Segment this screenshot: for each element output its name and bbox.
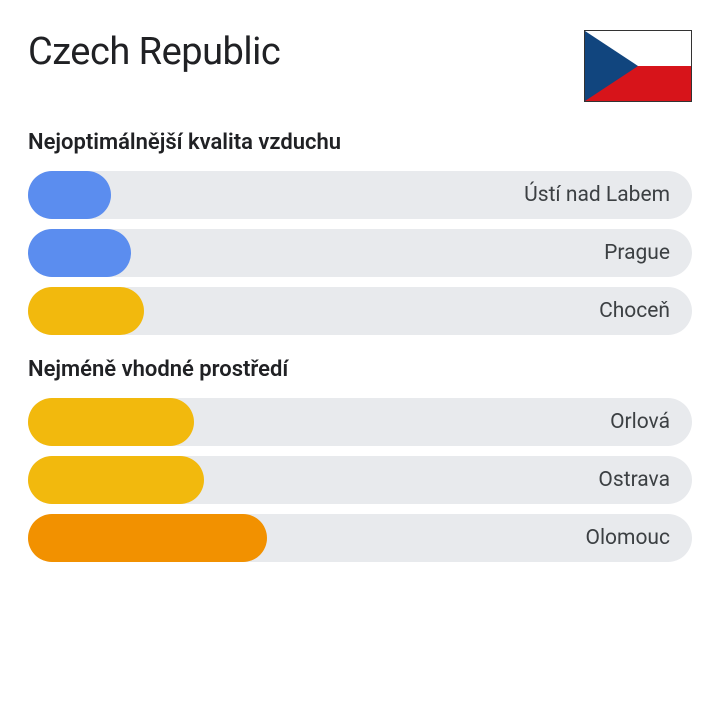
bar-label: Olomouc: [586, 526, 671, 550]
section-title: Nejoptimálnější kvalita vzduchu: [28, 130, 692, 155]
page-title: Czech Republic: [28, 30, 280, 74]
bar-label: Orlová: [610, 410, 670, 434]
bar-fill: [28, 229, 131, 277]
bar-row: Olomouc: [28, 514, 692, 562]
bar-label: Ostrava: [598, 468, 670, 492]
section-title: Nejméně vhodné prostředí: [28, 357, 692, 382]
bar-row: Prague: [28, 229, 692, 277]
bar-fill: [28, 171, 111, 219]
bar-fill: [28, 514, 267, 562]
section: Nejméně vhodné prostředí Orlová Ostrava Olo…: [28, 357, 692, 562]
bar-label: Choceň: [599, 299, 670, 323]
section: Nejoptimálnější kvalita vzduchu Ústí nad …: [28, 130, 692, 335]
bar-row: Ústí nad Labem: [28, 171, 692, 219]
bar-label: Ústí nad Labem: [524, 183, 670, 207]
bar-fill: [28, 287, 144, 335]
bar-fill: [28, 398, 194, 446]
bar-row: Orlová: [28, 398, 692, 446]
bar-row: Ostrava: [28, 456, 692, 504]
sections-container: Nejoptimálnější kvalita vzduchu Ústí nad …: [28, 130, 692, 562]
bar-fill: [28, 456, 204, 504]
flag-svg: [585, 31, 691, 101]
bar-row: Choceň: [28, 287, 692, 335]
bar-label: Prague: [604, 241, 670, 265]
header: Czech Republic: [28, 30, 692, 102]
country-flag: [584, 30, 692, 102]
